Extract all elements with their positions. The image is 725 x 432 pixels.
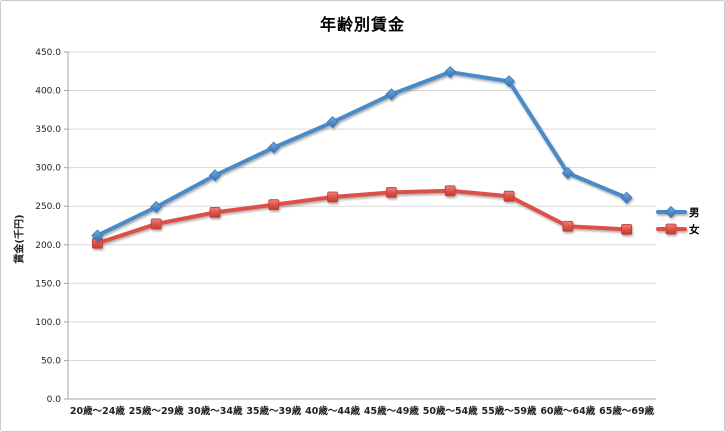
chart-title: 年齢別賃金: [319, 15, 405, 34]
data-point-男-5: [385, 88, 398, 101]
y-tick-label: 350.0: [35, 125, 61, 135]
series-line-女: [95, 188, 629, 246]
y-tick-label: 250.0: [35, 202, 61, 212]
y-tick-label: 300.0: [35, 164, 61, 174]
legend-label: 男: [689, 207, 700, 219]
data-point-男-7: [502, 75, 516, 88]
x-tick-label: 55歳〜59歳: [482, 405, 537, 417]
y-tick-label: 150.0: [35, 279, 61, 289]
y-axis-title: 賃金(千円): [14, 214, 26, 264]
x-tick-label: 45歳〜49歳: [364, 405, 419, 417]
series-男: [91, 65, 633, 242]
data-point-女-7: [503, 190, 515, 202]
x-tick-label: 35歳〜39歳: [246, 405, 301, 417]
data-point-女-6: [444, 185, 456, 197]
x-tick-label: 30歳〜34歳: [188, 405, 243, 417]
data-point-女-8: [562, 220, 574, 232]
x-tick-label: 50歳〜54歳: [423, 405, 478, 417]
data-point-legend-女: [665, 223, 677, 235]
y-tick-label: 400.0: [35, 87, 61, 97]
data-point-男-0: [91, 229, 104, 242]
series-女: [92, 185, 632, 249]
x-tick-label: 25歳〜29歳: [129, 405, 184, 417]
series-line-男: [95, 70, 629, 238]
data-point-女-5: [385, 186, 397, 198]
y-tick-label: 100.0: [35, 318, 61, 328]
data-point-男-4: [326, 116, 339, 129]
data-point-男-3: [267, 141, 280, 154]
data-point-女-9: [621, 223, 632, 235]
x-tick-label: 60歳〜64歳: [540, 405, 595, 417]
data-point-男-1: [150, 200, 163, 214]
legend: 男女: [656, 205, 700, 236]
legend-item-男: [656, 205, 687, 219]
y-tick-label: 450.0: [35, 48, 61, 58]
data-point-男-8: [561, 166, 574, 180]
y-tick-label: 0.0: [47, 395, 62, 405]
data-point-女-2: [209, 206, 221, 218]
x-tick-label: 65歳〜69歳: [599, 405, 654, 417]
y-tick-label: 50.0: [41, 356, 61, 366]
data-point-legend-男: [664, 205, 678, 219]
data-point-男-9: [620, 191, 633, 204]
y-tick-label: 200.0: [35, 241, 61, 251]
data-point-女-4: [327, 191, 339, 203]
data-point-女-1: [150, 218, 162, 230]
data-point-男-2: [208, 169, 222, 182]
legend-label: 女: [689, 223, 700, 236]
legend-item-女: [656, 223, 687, 235]
data-point-女-3: [268, 199, 280, 211]
data-point-男-6: [444, 65, 457, 79]
x-tick-label: 20歳〜24歳: [70, 405, 125, 417]
x-tick-label: 40歳〜44歳: [305, 405, 360, 417]
